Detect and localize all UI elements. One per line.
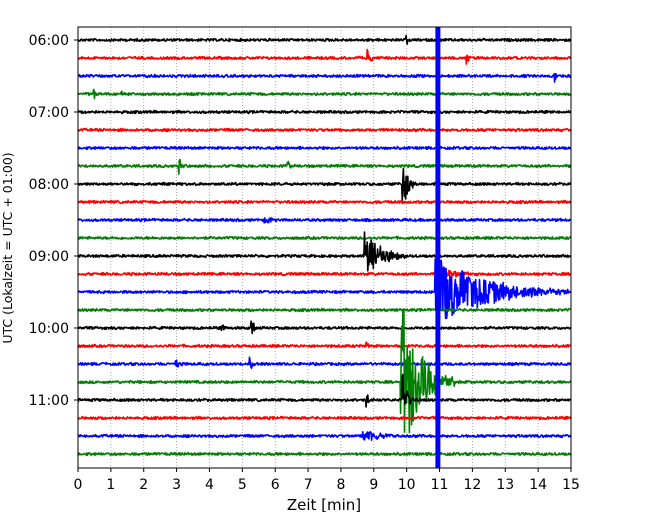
y-axis-ticks: 06:00 07:00 08:00 09:00 10:00 11:00 xyxy=(29,33,78,409)
trace-line xyxy=(77,72,572,83)
plot-frame xyxy=(77,26,572,469)
trace-line xyxy=(77,310,572,434)
trace-line xyxy=(77,88,572,100)
y-tick-label: 10:00 xyxy=(29,321,69,337)
trace-line xyxy=(77,48,572,65)
trace-line xyxy=(77,145,572,151)
x-tick-label: 10 xyxy=(398,477,416,493)
x-tick-label: 1 xyxy=(106,477,115,493)
overlay-event-line xyxy=(435,27,441,468)
y-tick-label: 06:00 xyxy=(29,33,69,49)
trace-line xyxy=(77,373,572,408)
trace-line xyxy=(77,258,572,321)
y-axis-label: UTC (Lokalzeit = UTC + 01:00) xyxy=(0,152,15,343)
x-tick-label: 12 xyxy=(463,477,481,493)
trace-line xyxy=(77,199,572,205)
x-tick-label: 7 xyxy=(304,477,313,493)
trace-line xyxy=(77,34,572,45)
x-tick-label: 3 xyxy=(172,477,181,493)
x-tick-label: 8 xyxy=(336,477,345,493)
x-tick-label: 14 xyxy=(529,477,547,493)
x-tick-label: 11 xyxy=(431,477,449,493)
x-tick-label: 13 xyxy=(496,477,514,493)
y-tick-label: 09:00 xyxy=(29,249,69,265)
y-tick-label: 11:00 xyxy=(29,393,69,409)
trace-line xyxy=(77,341,572,349)
x-tick-label: 2 xyxy=(139,477,148,493)
trace-line xyxy=(77,451,572,457)
x-tick-label: 0 xyxy=(74,477,83,493)
y-tick-label: 07:00 xyxy=(29,105,69,121)
trace-line xyxy=(77,415,572,421)
overlay-event xyxy=(435,27,441,468)
trace-line xyxy=(77,217,572,224)
y-tick-label: 08:00 xyxy=(29,177,69,193)
x-axis-ticks: 0 1 2 3 4 5 6 7 8 9 10 11 12 13 14 15 xyxy=(74,468,580,493)
x-tick-label: 15 xyxy=(562,477,580,493)
trace-line xyxy=(77,307,572,313)
trace-line xyxy=(77,267,572,281)
trace-line xyxy=(77,158,572,175)
x-axis-label: Zeit [min] xyxy=(287,496,361,514)
trace-line xyxy=(77,356,572,370)
trace-line xyxy=(77,127,572,133)
trace-line xyxy=(77,235,572,241)
trace-line xyxy=(77,430,572,442)
trace-line xyxy=(77,109,572,115)
trace-line xyxy=(77,167,572,201)
trace-line xyxy=(77,231,572,272)
x-tick-label: 9 xyxy=(369,477,378,493)
x-tick-label: 6 xyxy=(271,477,280,493)
x-tick-label: 5 xyxy=(238,477,247,493)
x-tick-label: 4 xyxy=(205,477,214,493)
trace-line xyxy=(77,320,572,335)
traces xyxy=(77,34,572,457)
